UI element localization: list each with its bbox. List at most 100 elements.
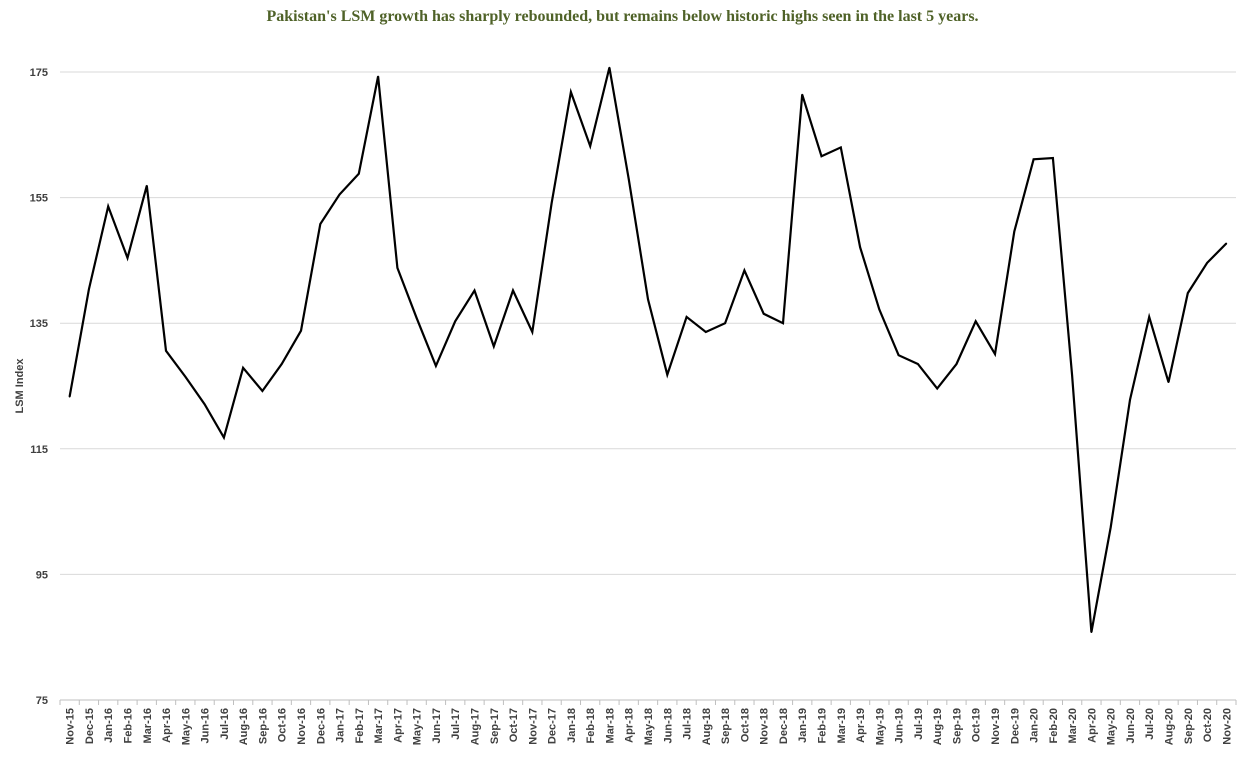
- x-tick-label: Oct-20: [1202, 708, 1214, 742]
- data-point: [666, 373, 669, 376]
- x-tick-label: Jun-19: [894, 708, 906, 743]
- x-tick-label: Nov-19: [990, 708, 1002, 745]
- x-tick-label: Apr-16: [161, 708, 173, 743]
- x-tick-label: Dec-17: [547, 708, 559, 744]
- x-tick-label: Sep-20: [1183, 708, 1195, 744]
- data-point: [261, 390, 264, 392]
- x-tick-label: Mar-18: [604, 708, 616, 743]
- data-point: [493, 345, 495, 348]
- x-tick-label: Apr-17: [392, 708, 404, 743]
- data-point: [454, 320, 457, 323]
- y-tick-label: 175: [30, 67, 48, 79]
- series-line: [68, 67, 1228, 633]
- x-tick-label: Dec-16: [315, 708, 327, 744]
- data-point: [415, 317, 418, 320]
- x-tick-label: Jul-16: [219, 708, 231, 740]
- data-point: [126, 257, 129, 259]
- x-tick-label: Jul-17: [450, 708, 462, 740]
- data-point: [859, 246, 861, 248]
- x-tick-label: Feb-17: [354, 708, 366, 743]
- data-point: [936, 387, 938, 390]
- x-tick-label: Dec-15: [84, 708, 96, 744]
- x-tick-label: Mar-16: [142, 708, 154, 743]
- data-point: [647, 298, 649, 301]
- data-point: [1032, 158, 1035, 161]
- data-point: [724, 322, 726, 325]
- data-point: [358, 172, 360, 175]
- x-tick-label: Aug-20: [1164, 708, 1176, 745]
- data-point: [396, 267, 399, 269]
- data-point: [1187, 292, 1189, 294]
- x-tick-label: Mar-19: [836, 708, 848, 743]
- x-tick-label: Nov-17: [527, 708, 539, 745]
- data-point: [435, 365, 437, 367]
- data-point: [223, 436, 225, 439]
- x-tick-label: Jul-18: [682, 708, 694, 740]
- data-point: [974, 320, 977, 323]
- x-tick-label: Aug-16: [238, 708, 250, 745]
- x-tick-label: Nov-15: [65, 708, 77, 745]
- axes: 75 95 115 135 155 175 Nov-15 Dec-15 Jan-16 Feb-16…: [14, 67, 1237, 745]
- data-point: [88, 288, 90, 291]
- data-point: [146, 184, 148, 187]
- gridlines: [60, 71, 1236, 575]
- x-tick-label: Sep-19: [951, 708, 963, 744]
- data-point: [1052, 157, 1054, 159]
- data-point: [1013, 230, 1016, 233]
- x-tick-label: Oct-19: [971, 708, 983, 742]
- x-tick-label: Apr-18: [624, 708, 636, 743]
- y-tick-label: 95: [36, 569, 48, 581]
- data-point: [801, 93, 803, 96]
- x-tick-label: Jun-20: [1125, 708, 1137, 743]
- data-point: [165, 350, 167, 352]
- chart-title: Pakistan's LSM growth has sharply reboun…: [266, 8, 979, 25]
- y-tick-label: 115: [30, 444, 48, 456]
- data-point: [531, 331, 534, 333]
- data-point: [184, 375, 187, 378]
- data-point: [955, 363, 958, 365]
- data-point: [280, 363, 283, 365]
- x-tick-label: Jul-19: [913, 708, 925, 740]
- y-axis-label: LSM Index: [14, 358, 26, 414]
- data-point: [242, 367, 244, 369]
- x-tick-label: Sep-18: [720, 708, 732, 744]
- data-point: [512, 289, 514, 292]
- data-point: [917, 363, 919, 365]
- data-point: [377, 75, 379, 78]
- data-point: [705, 331, 707, 333]
- x-tick-label: Feb-18: [585, 708, 597, 743]
- data-point: [1090, 631, 1093, 633]
- data-point: [473, 289, 476, 292]
- data-point: [627, 178, 630, 180]
- x-tick-label: Feb-20: [1048, 708, 1060, 743]
- x-tick-label: Oct-18: [739, 708, 751, 742]
- data-point: [550, 202, 553, 205]
- x-tick-label: Apr-20: [1086, 708, 1098, 743]
- y-tick-label: 75: [36, 695, 48, 707]
- x-tick-label: Apr-19: [855, 708, 867, 743]
- x-tick-label: Jan-19: [797, 708, 809, 743]
- data-point: [1148, 316, 1150, 318]
- x-tick-label: May-19: [874, 708, 886, 745]
- x-tick-label: May-16: [180, 708, 192, 745]
- data-point: [570, 91, 572, 93]
- x-tick-label: Aug-17: [469, 708, 481, 745]
- x-tick-label: Jun-16: [200, 708, 212, 743]
- data-point: [878, 308, 881, 311]
- x-tick-label: Nov-20: [1221, 708, 1233, 745]
- data-point: [1071, 374, 1073, 377]
- x-tick-label: Feb-19: [817, 708, 829, 743]
- data-point: [338, 193, 341, 196]
- data-point: [762, 313, 765, 315]
- data-point: [1129, 399, 1131, 401]
- x-tick-label: Jan-20: [1029, 708, 1041, 743]
- data-point: [820, 155, 823, 157]
- x-tick-label: Jan-18: [566, 708, 578, 743]
- data-point: [743, 269, 746, 272]
- x-tick-label: Sep-17: [489, 708, 501, 744]
- x-tick-label: Oct-17: [508, 708, 520, 742]
- series-layer: [68, 66, 1228, 633]
- x-tick-label: Nov-16: [296, 708, 308, 745]
